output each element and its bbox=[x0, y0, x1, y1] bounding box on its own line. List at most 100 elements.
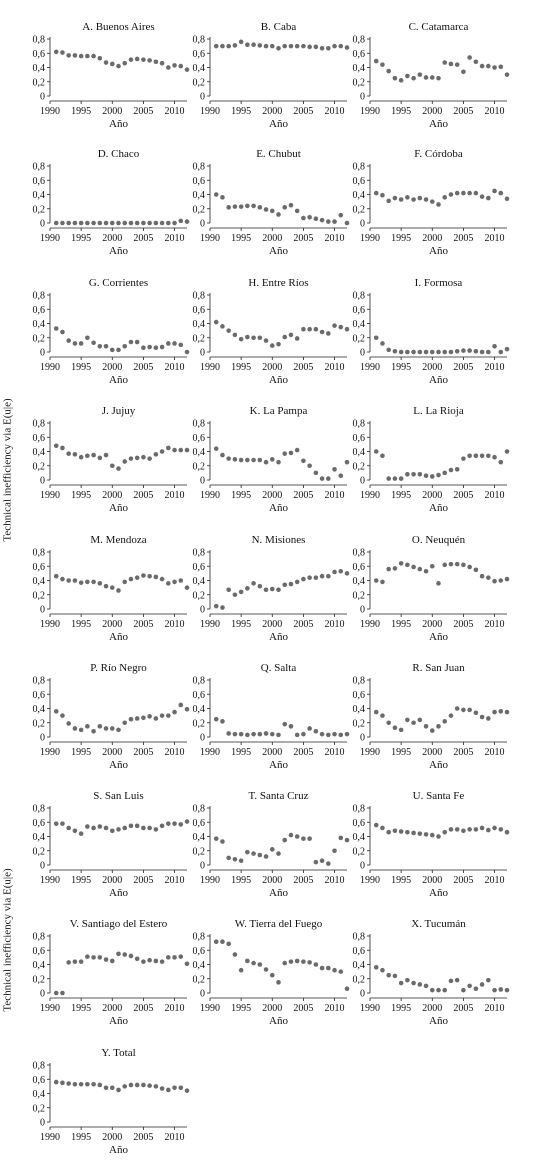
data-point bbox=[147, 714, 152, 719]
data-point bbox=[238, 204, 244, 209]
x-tick-label: 2000 bbox=[262, 106, 282, 117]
data-point bbox=[307, 575, 312, 580]
x-tick-label: 2010 bbox=[485, 106, 505, 117]
data-point bbox=[172, 955, 177, 960]
data-point bbox=[72, 726, 78, 731]
x-tick-label: 1995 bbox=[391, 619, 411, 630]
data-point bbox=[141, 573, 146, 578]
data-point bbox=[53, 709, 59, 714]
data-point bbox=[109, 1085, 115, 1091]
panel-title: P. Río Negro bbox=[90, 662, 147, 674]
y-tick-label: 0,2 bbox=[193, 846, 206, 857]
data-point bbox=[109, 585, 115, 590]
data-point bbox=[172, 220, 177, 226]
data-point bbox=[134, 56, 140, 62]
data-point bbox=[238, 457, 244, 463]
data-point bbox=[245, 586, 250, 591]
data-point bbox=[411, 564, 416, 570]
data-point bbox=[232, 592, 238, 598]
data-point bbox=[226, 941, 231, 947]
y-tick-label: 0 bbox=[40, 92, 45, 103]
data-point bbox=[467, 453, 472, 459]
y-tick-label: 0 bbox=[360, 219, 365, 230]
x-axis-label: Año bbox=[269, 374, 288, 386]
data-point bbox=[405, 977, 410, 983]
data-point bbox=[380, 825, 385, 831]
data-point bbox=[373, 822, 379, 828]
data-point bbox=[498, 190, 504, 196]
data-point bbox=[263, 43, 269, 49]
x-tick-label: 2010 bbox=[485, 747, 505, 758]
y-tick-label: 0,6 bbox=[353, 176, 366, 187]
data-point bbox=[153, 716, 159, 721]
data-point bbox=[116, 1087, 121, 1093]
data-point bbox=[91, 53, 96, 59]
data-point bbox=[109, 828, 115, 834]
data-point bbox=[423, 349, 429, 355]
data-point bbox=[282, 43, 288, 49]
x-axis-label: Año bbox=[429, 631, 448, 643]
x-axis-label: Año bbox=[269, 118, 288, 130]
data-point bbox=[319, 573, 325, 579]
data-point bbox=[276, 980, 281, 985]
data-point bbox=[269, 343, 275, 348]
y-tick-label: 0,4 bbox=[33, 1089, 46, 1100]
data-point bbox=[423, 75, 429, 80]
data-point bbox=[423, 983, 429, 989]
y-tick-label: 0,4 bbox=[353, 704, 366, 715]
x-tick-label: 2005 bbox=[293, 490, 313, 501]
data-point bbox=[134, 220, 140, 226]
x-tick-label: 2005 bbox=[293, 747, 313, 758]
data-point bbox=[232, 952, 238, 957]
y-tick-label: 0,2 bbox=[193, 333, 206, 344]
data-point bbox=[178, 822, 184, 827]
data-point bbox=[282, 205, 288, 210]
y-tick-label: 0 bbox=[200, 348, 205, 359]
data-point bbox=[461, 190, 466, 196]
data-point bbox=[392, 725, 398, 731]
data-point bbox=[448, 61, 454, 67]
data-point bbox=[276, 341, 281, 347]
data-point bbox=[276, 459, 281, 465]
data-point bbox=[153, 345, 159, 351]
y-tick-label: 0,8 bbox=[33, 291, 46, 302]
data-point bbox=[85, 724, 90, 729]
data-point bbox=[178, 447, 184, 453]
data-point bbox=[251, 731, 256, 737]
panel-title: D. Chaco bbox=[98, 148, 140, 160]
y-tick-label: 0,2 bbox=[33, 77, 46, 88]
data-point bbox=[392, 195, 398, 201]
data-point bbox=[467, 348, 472, 353]
data-point bbox=[213, 939, 219, 944]
x-axis-label: Año bbox=[269, 631, 288, 643]
data-point bbox=[417, 717, 423, 723]
y-tick-label: 0,4 bbox=[353, 190, 366, 201]
data-point bbox=[288, 959, 294, 964]
panel-title: I. Formosa bbox=[415, 277, 463, 289]
y-tick-label: 0,6 bbox=[193, 433, 206, 444]
y-tick-label: 0,8 bbox=[353, 676, 366, 687]
data-point bbox=[226, 731, 231, 736]
y-tick-label: 0,2 bbox=[193, 461, 206, 472]
x-tick-label: 2005 bbox=[453, 233, 473, 244]
data-point bbox=[319, 731, 325, 737]
x-tick-label: 2000 bbox=[262, 362, 282, 373]
data-point bbox=[122, 344, 128, 349]
data-point bbox=[276, 851, 281, 856]
y-tick-label: 0,2 bbox=[193, 77, 206, 88]
data-point bbox=[498, 827, 504, 832]
panel-title: N. Misiones bbox=[252, 534, 306, 546]
data-point bbox=[91, 220, 96, 226]
y-tick-label: 0,6 bbox=[33, 818, 46, 829]
data-point bbox=[504, 346, 510, 352]
x-axis-label: Año bbox=[429, 374, 448, 386]
data-point bbox=[461, 987, 466, 993]
panel-15: O. Neuquén 0 0,2 0,4 0,6 0,8 1990 1995 2000 2005 2… bbox=[353, 534, 510, 643]
data-point bbox=[386, 68, 391, 74]
data-point bbox=[78, 580, 84, 585]
data-point bbox=[479, 453, 485, 459]
data-point bbox=[307, 215, 312, 220]
x-tick-label: 2000 bbox=[262, 747, 282, 758]
data-point bbox=[282, 582, 288, 588]
data-point bbox=[72, 220, 78, 226]
